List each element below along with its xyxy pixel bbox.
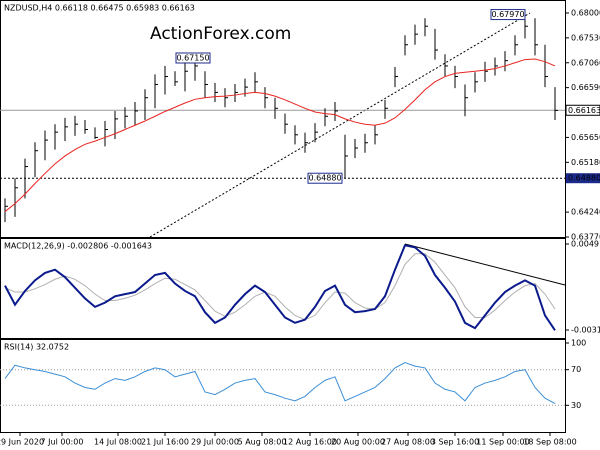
- level-label: 0.64880: [568, 174, 600, 183]
- x-tick-label: 29 Jun 2020: [0, 438, 44, 447]
- main-frame: [0, 0, 566, 238]
- macd-trend-line: [404, 243, 566, 286]
- rsi-line: [4, 362, 556, 404]
- x-tick-label: 5 Aug 08:00: [238, 438, 287, 447]
- annotation-box: [307, 172, 343, 184]
- y-tick-label: 30: [571, 401, 581, 410]
- x-tick-label: 11 Sep 00:00: [476, 438, 529, 447]
- watermark: ActionForex.com: [150, 24, 291, 44]
- x-tick-label: 18 Sep 08:00: [523, 438, 576, 447]
- current-box: [565, 104, 600, 116]
- y-tick-label: 100: [571, 339, 586, 348]
- y-tick-label: 70: [571, 365, 581, 374]
- current-label: 0.66163: [568, 106, 600, 115]
- macd-line: [4, 244, 556, 331]
- signal-line: [4, 253, 556, 321]
- x-tick-label: 12 Aug 16:00: [283, 438, 337, 447]
- annotation-label: 0.67150: [176, 53, 209, 62]
- x-tick-label: 27 Aug 08:00: [381, 438, 435, 447]
- annotation-box: [175, 52, 211, 64]
- rsi-title: RSI(14) 32.0752: [4, 343, 69, 352]
- annotation-label: 0.64880: [308, 174, 341, 183]
- trend-line: [149, 12, 531, 238]
- level-box: [566, 173, 600, 184]
- annotation-box: [490, 9, 526, 21]
- x-tick-label: 3 Sep 16:00: [431, 438, 479, 447]
- x-tick-label: 29 Jul 00:00: [191, 438, 239, 447]
- y-tick-label: -0.003174: [571, 325, 600, 334]
- y-tick-label: 0.004919: [571, 240, 600, 249]
- x-tick-label: 20 Aug 00:00: [331, 438, 385, 447]
- annotation-label: 0.67970: [491, 10, 524, 19]
- x-tick-label: 14 Jul 08:00: [94, 438, 142, 447]
- moving-average: [4, 58, 556, 212]
- x-tick-label: 21 Jul 16:00: [141, 438, 189, 447]
- main-title: NZDUSD,H4 0.66118 0.66475 0.65983 0.6616…: [4, 4, 195, 13]
- macd-frame: [0, 238, 566, 339]
- macd-title: MACD(12,26,9) -0.002806 -0.001643: [4, 242, 152, 251]
- x-tick-label: 7 Jul 00:00: [41, 438, 84, 447]
- rsi-frame: [0, 339, 566, 433]
